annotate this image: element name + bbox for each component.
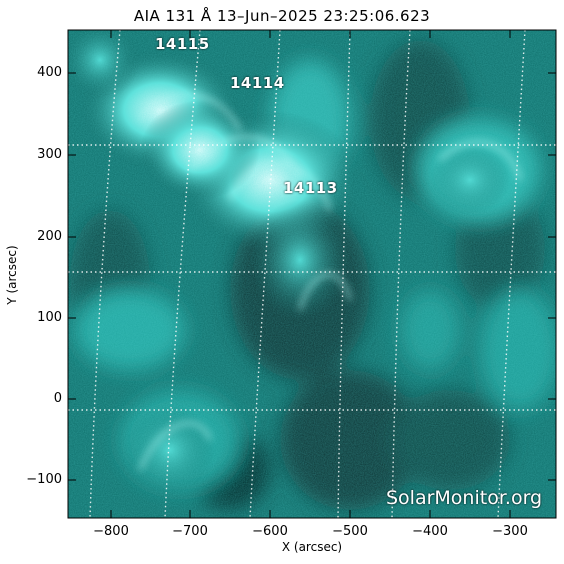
y-tick-label: 100 bbox=[37, 310, 62, 325]
x-tick-label: −600 bbox=[252, 524, 288, 539]
active-region-label: 14114 bbox=[230, 74, 285, 92]
watermark: SolarMonitor.org bbox=[386, 487, 543, 509]
y-tick-label: −100 bbox=[26, 472, 62, 487]
axis-ticks bbox=[68, 30, 556, 518]
y-axis-label: Y (arcsec) bbox=[5, 245, 19, 305]
x-tick-label: −400 bbox=[412, 524, 448, 539]
active-region-label: 14113 bbox=[283, 179, 338, 197]
euv-image bbox=[68, 30, 556, 518]
figure-title: AIA 131 Å 13–Jun–2025 23:25:06.623 bbox=[133, 7, 431, 25]
x-tick-label: −700 bbox=[172, 524, 208, 539]
x-tick-label: −500 bbox=[332, 524, 368, 539]
x-tick-label: −800 bbox=[93, 524, 129, 539]
x-tick-label: −300 bbox=[492, 524, 528, 539]
y-tick-label: 300 bbox=[37, 147, 62, 162]
y-tick-label: 0 bbox=[53, 391, 62, 406]
plot-frame bbox=[67, 29, 557, 519]
y-tick-label: 400 bbox=[37, 65, 62, 80]
x-axis-label: X (arcsec) bbox=[281, 540, 343, 554]
active-region-label: 14115 bbox=[155, 35, 210, 53]
y-tick-label: 200 bbox=[37, 229, 62, 244]
coordinate-grid bbox=[68, 30, 556, 518]
